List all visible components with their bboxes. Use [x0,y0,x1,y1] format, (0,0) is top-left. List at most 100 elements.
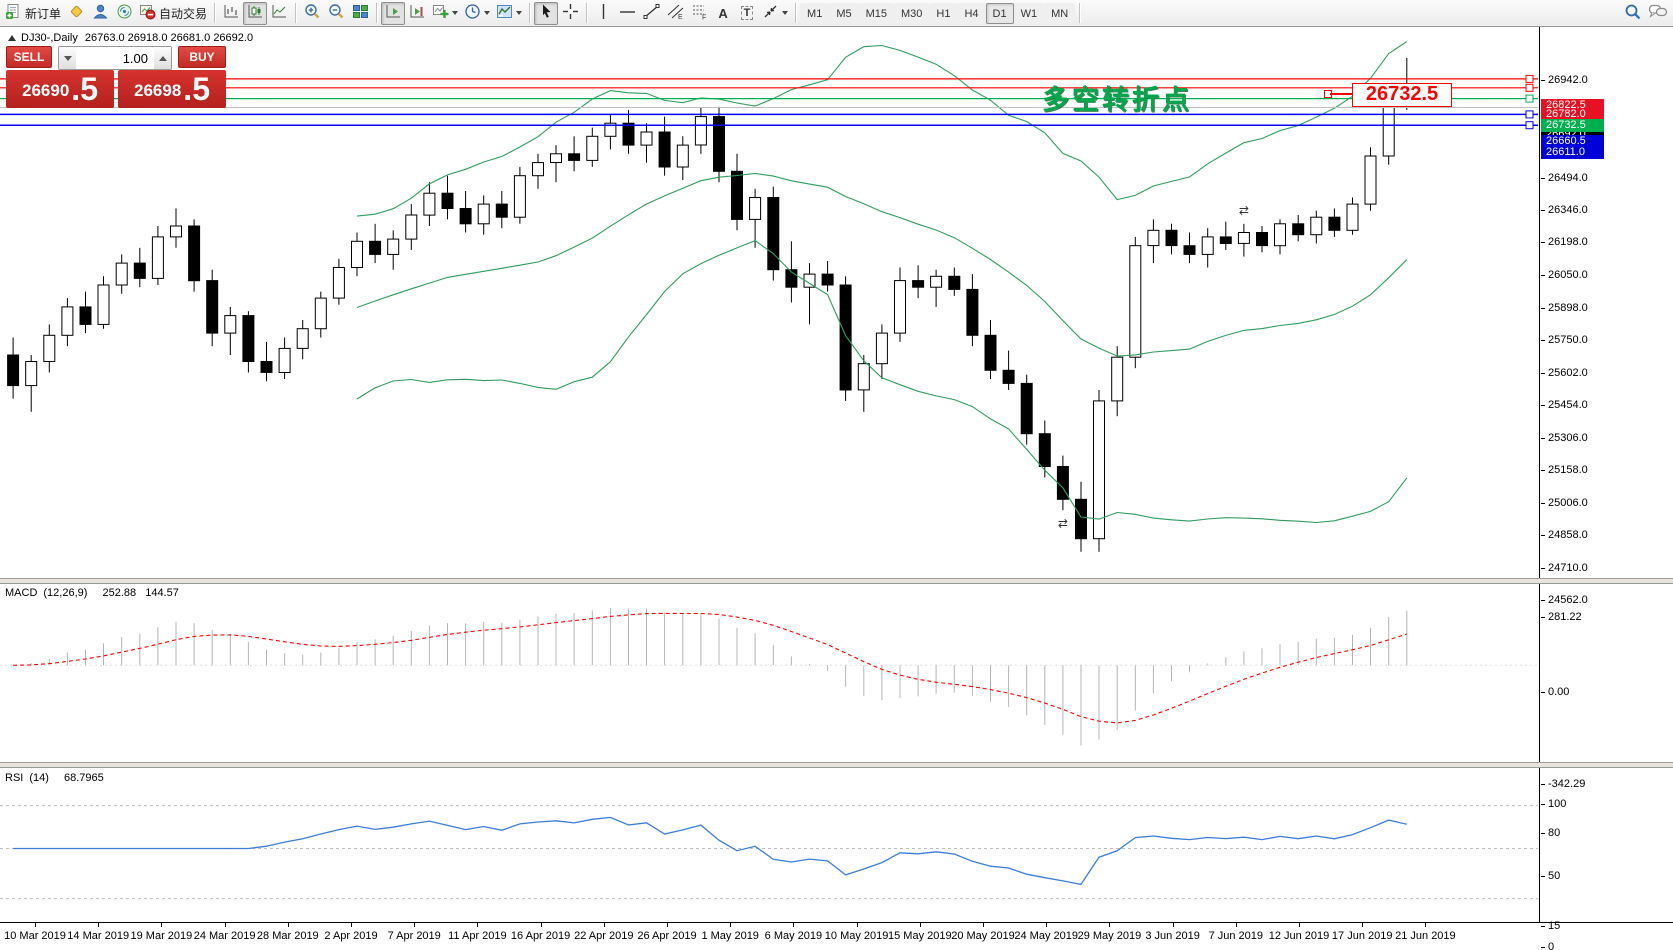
timeframe-w1-button[interactable]: W1 [1013,2,1045,24]
dropdown-arrow-icon [452,11,459,15]
chart-shift-icon [409,3,426,23]
macd-panel[interactable] [0,584,1538,762]
macd-name: MACD (12,26,9) [5,587,88,599]
time-axis-tick [730,923,732,927]
crosshair-icon [562,3,579,23]
collapse-icon[interactable] [8,35,16,41]
svg-text:F: F [702,15,706,21]
crosshair-button[interactable] [558,2,582,25]
candlestick-chart-button[interactable] [243,1,268,25]
text-label-icon: T [740,6,754,20]
timeframe-h4-button[interactable]: H4 [957,2,986,24]
templates-button[interactable] [493,2,525,25]
text-tool-button[interactable]: A [711,2,735,25]
timeframe-d1-button[interactable]: D1 [985,2,1014,24]
volume-decrease-button[interactable] [59,47,76,69]
panel-divider[interactable] [0,762,1673,768]
sell-price-display[interactable]: 26690 .5 [6,70,114,108]
time-axis-label: 15 May 2019 [887,930,952,942]
line-chart-button[interactable] [267,2,291,25]
vertical-line-button[interactable] [591,2,615,25]
price-axis-tick: 25006.0 [1540,497,1588,509]
new-order-button[interactable]: 新订单 [2,2,64,25]
price-callout-label[interactable]: 26732.5 [1352,83,1452,107]
price-axis-tick: 26346.0 [1540,204,1588,216]
buy-price-display[interactable]: 26698 .5 [118,70,226,108]
price-axis-tick: 24710.0 [1540,562,1588,574]
search-button[interactable] [1621,2,1645,25]
rsi-axis-tick: 100 [1540,798,1566,810]
rsi-panel[interactable] [0,768,1538,922]
timeframe-m30-button[interactable]: M30 [894,2,930,24]
sell-button[interactable]: SELL [6,46,52,68]
chat-button[interactable] [1645,2,1671,25]
chart-ohlc-header[interactable]: DJ30-,Daily 26763.0 26918.0 26681.0 2669… [8,32,260,44]
dropdown-arrow-icon [782,11,789,15]
symbol-period-label: DJ30-,Daily [21,32,78,44]
price-axis-tick: 26198.0 [1540,236,1588,248]
timeframe-m15-button[interactable]: M15 [858,2,894,24]
tile-windows-button[interactable] [348,2,372,25]
toolbar-separator [586,3,588,23]
volume-input[interactable] [76,47,154,69]
svg-text:⇄: ⇄ [1058,516,1068,530]
toolbar-separator [795,3,797,23]
time-axis[interactable]: 10 Mar 2019 14 Mar 2019 19 Mar 2019 24 Mar … [0,922,1673,950]
arrows-button[interactable] [759,2,791,25]
line-chart-icon [271,3,288,23]
zoom-in-button[interactable] [300,2,324,25]
indicators-button[interactable] [429,2,461,25]
panel-divider[interactable] [0,578,1673,584]
time-axis-tick [540,923,542,927]
signal-icon [116,3,133,23]
timeframe-m1-button[interactable]: M1 [800,2,830,24]
buy-button[interactable]: BUY [178,46,226,68]
time-axis-label: 19 Mar 2019 [130,930,193,942]
horizontal-line-button[interactable] [615,2,639,25]
trendline-button[interactable] [639,2,663,25]
price-chart[interactable]: ⇄ ⇄ [0,27,1538,578]
bar-chart-button[interactable] [219,2,243,25]
timeframe-h1-button[interactable]: H1 [929,2,958,24]
new-order-label: 新订单 [25,6,62,21]
timeframe-mn-button[interactable]: MN [1044,2,1076,24]
dropdown-arrow-icon [516,11,523,15]
price-axis[interactable]: 26942.0 26494.0 26346.0 26198.0 26050.0 25898… [1539,27,1673,950]
time-axis-label: 20 May 2019 [951,930,1015,942]
price-level-label: 26782.0 [1541,108,1604,122]
volume-increase-button[interactable] [154,47,171,69]
cursor-button[interactable] [534,1,559,25]
profiles-button[interactable] [64,2,88,25]
sell-price-fraction: .5 [71,71,98,107]
toolbar-separator [376,3,378,23]
toolbar: 新订单 自动交易 [0,0,1673,27]
chart-shift-button[interactable] [405,2,429,25]
rsi-axis-tick: 15 [1540,920,1560,932]
time-axis-label: 3 Jun 2019 [1145,930,1200,942]
toolbar-separator [1079,3,1081,23]
price-axis-tick: 26942.0 [1540,74,1588,86]
indicators-icon [432,3,449,23]
autotrading-button[interactable]: 自动交易 [136,2,210,25]
signals-button[interactable] [112,2,136,25]
auto-scroll-icon [385,3,402,23]
time-axis-label: 11 Apr 2019 [448,930,507,942]
rsi-name: RSI (14) [5,772,49,784]
time-axis-tick [1109,923,1111,927]
equidistant-channel-button[interactable]: E [663,2,687,25]
cursor-icon [538,3,555,23]
periods-button[interactable] [461,2,493,25]
dropdown-arrow-icon [484,11,491,15]
time-axis-label: 24 Mar 2019 [193,930,256,942]
fibonacci-button[interactable]: F [687,2,711,25]
zoom-out-button[interactable] [324,2,348,25]
time-axis-tick [1172,923,1174,927]
person-icon [92,3,109,23]
text-label-button[interactable]: T [735,2,759,25]
turning-point-annotation[interactable]: 多空转折点 [1042,85,1192,115]
community-button[interactable] [88,2,112,25]
auto-scroll-button[interactable] [381,1,406,25]
autotrading-icon [139,3,156,23]
timeframe-m5-button[interactable]: M5 [829,2,859,24]
